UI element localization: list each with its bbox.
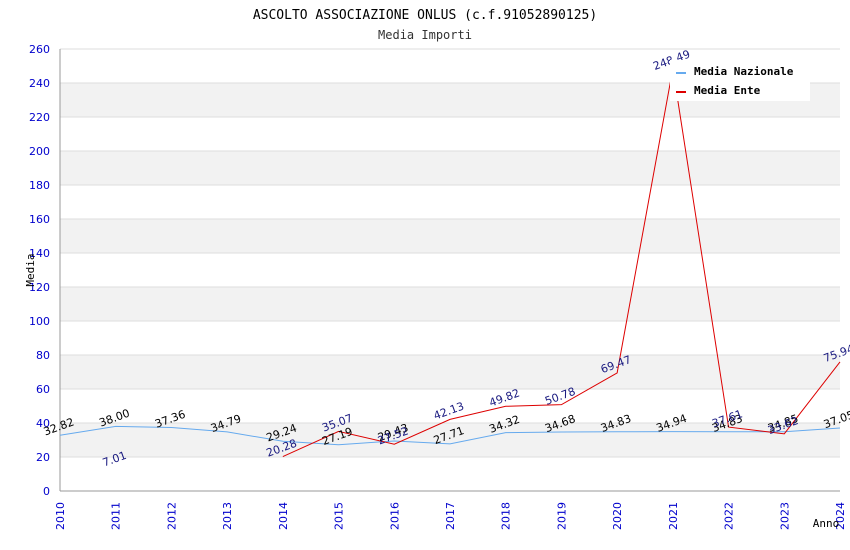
chart-subtitle: Media Importi	[378, 28, 472, 42]
y-tick-labels: 0 20 40 60 80 100 120 140 160 180 200 220 240 260	[29, 43, 50, 498]
data-label-ente: 42.13	[432, 400, 466, 423]
y-tick-label: 140	[29, 247, 50, 260]
background-bands	[60, 83, 840, 457]
x-tick-label: 2023	[778, 502, 791, 530]
y-tick-label: 220	[29, 111, 50, 124]
x-tick-label: 2014	[277, 502, 290, 530]
x-tick-label: 2017	[444, 502, 457, 530]
x-tick-label: 2015	[333, 502, 346, 530]
y-tick-label: 100	[29, 315, 50, 328]
x-tick-label: 2020	[611, 502, 624, 530]
series-line-ente	[282, 68, 841, 457]
y-tick-label: 60	[36, 383, 50, 396]
x-tick-label: 2011	[110, 502, 123, 530]
series-line-nazionale	[59, 425, 841, 446]
x-axis-title: Anno	[813, 517, 840, 530]
background-band	[60, 151, 840, 185]
legend-label-nazionale: Media Nazionale	[694, 65, 794, 78]
y-tick-label: 200	[29, 145, 50, 158]
y-tick-label: 240	[29, 77, 50, 90]
x-tick-label: 2019	[555, 502, 568, 530]
y-tick-label: 0	[43, 485, 50, 498]
legend-label-ente: Media Ente	[694, 84, 761, 97]
y-tick-label: 40	[36, 417, 50, 430]
x-tick-label: 2016	[388, 502, 401, 530]
x-tick-labels: 2010 2011 2012 2013 2014 2015 2016 2017 2018 2019…	[54, 502, 847, 530]
y-axis-title: Media	[24, 253, 37, 286]
x-tick-label: 2012	[165, 502, 178, 530]
chart-title: ASCOLTO ASSOCIAZIONE ONLUS (c.f.91052890…	[253, 8, 597, 23]
background-band	[60, 287, 840, 321]
y-tick-label: 260	[29, 43, 50, 56]
y-tick-label: 80	[36, 349, 50, 362]
x-tick-label: 2024	[834, 502, 847, 530]
background-band	[60, 355, 840, 389]
y-tick-label: 180	[29, 179, 50, 192]
x-tick-label: 2022	[723, 502, 736, 530]
x-tick-label: 2010	[54, 502, 67, 530]
y-tick-label: 120	[29, 281, 50, 294]
x-tick-label: 2018	[500, 502, 513, 530]
series-lines	[59, 68, 841, 457]
background-band	[60, 219, 840, 253]
y-tick-label: 20	[36, 451, 50, 464]
x-tick-label: 2021	[667, 502, 680, 530]
y-tick-label: 160	[29, 213, 50, 226]
gridlines	[60, 48, 840, 492]
legend: Media Nazionale Media Ente	[670, 60, 810, 101]
x-tick-label: 2013	[221, 502, 234, 530]
legend-box	[670, 60, 810, 101]
